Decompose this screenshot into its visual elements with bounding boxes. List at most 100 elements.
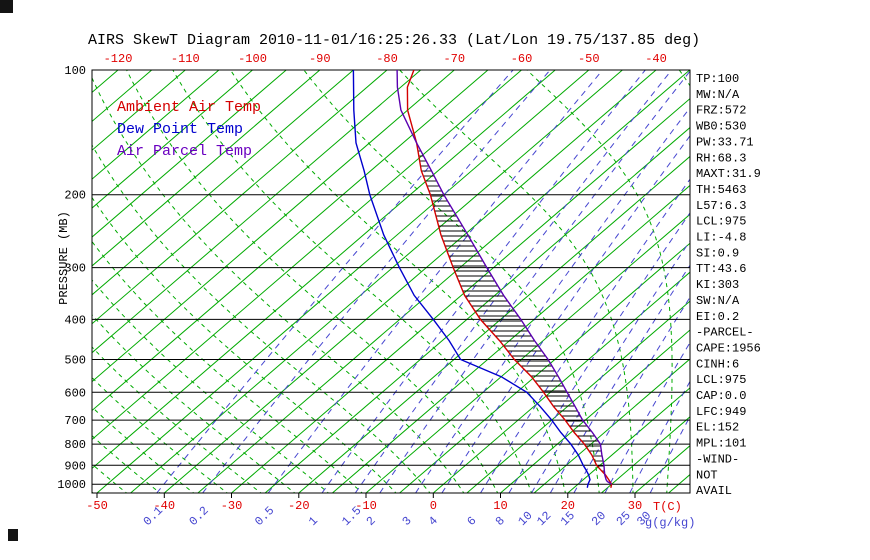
isotherm-line [365,213,690,493]
bottom-temp-tick-label: 20 [561,499,575,513]
pressure-axis-label: PRESSURE (MB) [57,211,71,305]
moist-adiabat-line [399,70,634,493]
pressure-tick-label: 300 [64,262,86,276]
air-parcel-temp-curve [396,70,612,485]
temp-unit-label: T(C) [653,500,682,514]
pressure-tick-label: 400 [64,313,86,327]
moist-adiabat-line [92,144,431,493]
mixing-ratio-line [573,296,690,493]
isotherm-line [92,70,354,296]
isotherm-line [92,70,287,238]
mixing-ratio-line [508,211,690,493]
bottom-temp-tick-label: 30 [628,499,642,513]
isotherm-line [96,70,590,493]
pressure-tick-label: 800 [64,438,86,452]
moist-adiabat-line [92,196,397,493]
pressure-tick-label: 600 [64,386,86,400]
mixing-ratio-line [549,264,690,493]
isotherm-line [231,97,690,493]
isotherm-line [92,70,522,441]
mixing-ratio-lines [156,70,690,493]
stats-line: CINH:6 [696,357,739,371]
top-temp-tick-label: -70 [443,52,465,66]
moist-adiabat-line [92,346,262,493]
screen-artifact-bottom-left [8,529,18,541]
moist-adiabat-line [92,279,330,493]
isotherm-line [92,70,253,209]
isotherm-line [567,387,690,493]
stats-line: SI:0.9 [696,246,739,260]
isotherm-line [92,70,422,354]
top-temp-tick-label: -100 [238,52,267,66]
isotherm-line [500,329,690,493]
bottom-temp-tick-label: -40 [153,499,175,513]
isotherm-line [332,184,690,493]
moist-adiabat-line [229,70,566,493]
isotherm-line [197,70,690,493]
top-temp-tick-label: -110 [171,52,200,66]
moist-adiabat-line [92,76,465,493]
stats-line: SW:N/A [696,294,740,308]
stats-line: LCL:975 [696,373,746,387]
pressure-tick-label: 200 [64,189,86,203]
mixing-ratio-line [202,70,551,493]
stats-line: WB0:530 [696,120,746,134]
isotherm-line [92,70,220,180]
bottom-temp-tick-label: 10 [493,499,507,513]
stats-line: TT:43.6 [696,262,746,276]
stats-line: EI:0.2 [696,310,739,324]
isotherm-line [466,300,690,493]
moist-adiabat-line [92,376,229,493]
screen-artifact-top-left [0,0,13,13]
mixing-ratio-line [441,135,690,493]
stats-line: -WIND- [696,452,739,466]
moist-adiabat-line [92,406,195,493]
stats-line: TH:5463 [696,183,746,197]
isotherm-line [92,70,489,412]
mixing-ratio-line [354,70,672,493]
stats-line: CAP:0.0 [696,389,746,403]
bottom-temp-tick-label: 0 [430,499,437,513]
top-temp-tick-label: -60 [511,52,533,66]
pressure-tick-label: 900 [64,459,86,473]
stats-line: LI:-4.8 [696,231,746,245]
isotherm-line [264,126,690,493]
isotherm-line [601,416,690,493]
isotherm-line [92,70,186,151]
stats-line: CAPE:1956 [696,341,761,355]
stats-line: LFC:949 [696,405,746,419]
stats-line: L57:6.3 [696,199,746,213]
stats-line: NOT [696,468,718,482]
isotherm-line [92,70,388,325]
moist-adiabat-lines [92,70,690,493]
legend-item-ambient-air-temp: Ambient Air Temp [117,99,261,116]
pressure-tick-label: 1000 [57,478,86,492]
mixing-unit-label: g(g/kg) [645,516,695,530]
stats-line: PW:33.71 [696,135,754,149]
chart-title: AIRS SkewT Diagram 2010-11-01/16:25:26.3… [88,32,700,49]
pressure-tick-label: 100 [64,64,86,78]
mixing-ratio-line [379,70,690,493]
stats-line: MPL:101 [696,437,746,451]
isotherm-line [163,70,657,493]
mixing-ratio-line [629,380,690,493]
stats-line: FRZ:572 [696,104,746,118]
legend-item-dew-point-temp: Dew Point Temp [117,121,243,138]
top-temp-tick-label: -80 [376,52,398,66]
isotherm-line [533,358,690,493]
stats-line: EL:152 [696,421,739,435]
moist-adiabat-line [126,70,499,493]
mixing-ratio-line [267,70,603,493]
isotherm-line [130,70,623,493]
top-temp-tick-label: -120 [104,52,133,66]
mixing-ratio-line [604,341,690,493]
stats-line: RH:68.3 [696,151,746,165]
bottom-temp-tick-label: -50 [86,499,108,513]
mixing-ratio-line [321,70,646,493]
stats-line: KI:303 [696,278,739,292]
bottom-temp-tick-label: -20 [288,499,310,513]
bottom-temp-tick-label: -10 [355,499,377,513]
mixing-ratio-line [156,70,514,493]
